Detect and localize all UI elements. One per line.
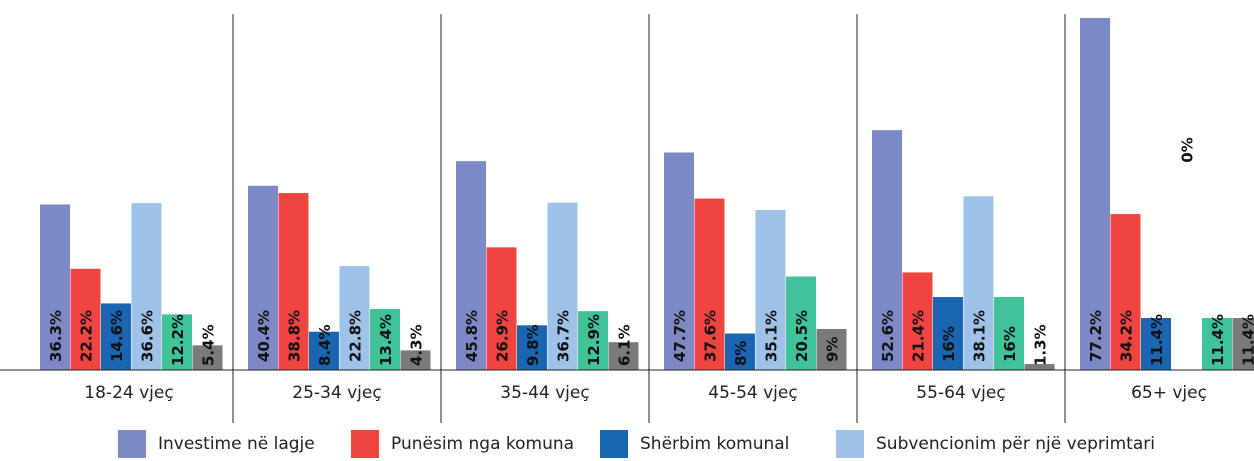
bar-chart: 36.3% 22.2% 14.6% 36.6% 12.2% 5.4% 18-24 vjeç 4… xyxy=(0,14,1254,423)
bar xyxy=(786,276,816,370)
data-label: 14.6% xyxy=(108,310,126,362)
bar xyxy=(370,308,400,370)
data-label: 38.8% xyxy=(286,310,304,362)
data-label: 36.3% xyxy=(47,310,65,362)
bar xyxy=(694,198,725,370)
legend: Investime në lagje Punësim nga komuna Sh… xyxy=(0,429,1254,461)
data-label: 77.2% xyxy=(1087,310,1105,362)
data-label: 36.6% xyxy=(139,310,157,362)
bar xyxy=(40,204,70,370)
bar xyxy=(1232,318,1254,370)
bar xyxy=(101,303,131,370)
bar xyxy=(486,247,517,370)
legend-swatch-punesim xyxy=(351,430,379,458)
data-label: 22.8% xyxy=(347,310,365,362)
bar xyxy=(1080,18,1110,370)
data-label: 47.7% xyxy=(671,310,689,362)
data-label: 1.3% xyxy=(1032,324,1050,366)
bar xyxy=(664,152,694,370)
data-label: 8.4% xyxy=(316,324,334,366)
data-label: 35.1% xyxy=(763,310,781,362)
bar xyxy=(339,266,370,370)
bar xyxy=(755,209,786,370)
data-label: 16% xyxy=(940,326,958,362)
data-label: 13.4% xyxy=(377,314,395,366)
legend-item-sherbim: Shërbim komunal xyxy=(600,429,789,459)
bar xyxy=(517,325,547,370)
bar xyxy=(1202,318,1232,370)
data-label: 20.5% xyxy=(793,310,811,362)
legend-swatch-subvencionim xyxy=(836,430,864,458)
legend-label-subvencionim: Subvencionim për një veprimtari xyxy=(876,434,1155,454)
legend-label-punesim: Punësim nga komuna xyxy=(391,434,575,454)
bar xyxy=(725,333,755,370)
data-label: 36.7% xyxy=(555,310,573,362)
data-label: 9% xyxy=(824,337,842,362)
bar xyxy=(400,350,431,370)
bar xyxy=(1024,364,1055,370)
bar xyxy=(456,161,486,370)
data-label: 40.4% xyxy=(255,310,273,362)
data-label: 11.4% xyxy=(1209,314,1227,366)
data-label: 45.8% xyxy=(463,310,481,362)
data-label: 11.4% xyxy=(1240,314,1254,366)
bar xyxy=(963,196,994,370)
bar xyxy=(994,297,1024,370)
legend-item-subvencionim: Subvencionim për një veprimtari xyxy=(836,429,1155,459)
data-label: 8% xyxy=(732,341,750,366)
category-label: 65+ vjeç xyxy=(1131,383,1207,403)
bar xyxy=(278,193,309,370)
data-label: 5.4% xyxy=(200,324,218,366)
bar xyxy=(547,202,578,370)
category-label: 25-34 vjeç xyxy=(292,383,381,403)
legend-item-investime: Investime në lagje xyxy=(118,429,315,459)
legend-swatch-sherbim xyxy=(600,430,628,458)
data-label: 26.9% xyxy=(494,310,512,362)
legend-item-punesim: Punësim nga komuna xyxy=(351,429,574,459)
data-label: 16% xyxy=(1001,326,1019,362)
category-label: 35-44 vjeç xyxy=(500,383,589,403)
category-label: 45-54 vjeç xyxy=(708,383,797,403)
legend-label-investime: Investime në lagje xyxy=(158,434,315,454)
data-label: 34.2% xyxy=(1118,310,1136,362)
data-label: 9.8% xyxy=(524,324,542,366)
bar xyxy=(902,272,933,370)
bar xyxy=(872,130,902,370)
data-label: 4.3% xyxy=(408,324,426,366)
bar xyxy=(192,345,223,370)
legend-label-sherbim: Shërbim komunal xyxy=(640,434,790,454)
bar xyxy=(1110,214,1141,370)
data-label: 6.1% xyxy=(616,324,634,366)
bar xyxy=(608,342,639,370)
category-label: 55-64 vjeç xyxy=(916,383,1005,403)
bar xyxy=(1141,318,1171,370)
data-label: 38.1% xyxy=(971,310,989,362)
bar xyxy=(816,328,847,370)
bar xyxy=(933,297,963,370)
legend-swatch-investime xyxy=(118,430,146,458)
bar xyxy=(70,268,101,370)
bar xyxy=(309,331,339,370)
data-label: 21.4% xyxy=(910,310,928,362)
category-label: 18-24 vjeç xyxy=(84,383,173,403)
bar xyxy=(248,185,278,370)
bar xyxy=(131,203,162,370)
data-label: 12.9% xyxy=(585,314,603,366)
data-label: 12.2% xyxy=(169,314,187,366)
data-label: 0% xyxy=(1179,137,1197,162)
data-label: 22.2% xyxy=(78,310,96,362)
bar xyxy=(578,311,608,370)
data-label: 11.4% xyxy=(1148,314,1166,366)
data-label: 37.6% xyxy=(702,310,720,362)
bar xyxy=(162,314,192,370)
data-label: 52.6% xyxy=(879,310,897,362)
